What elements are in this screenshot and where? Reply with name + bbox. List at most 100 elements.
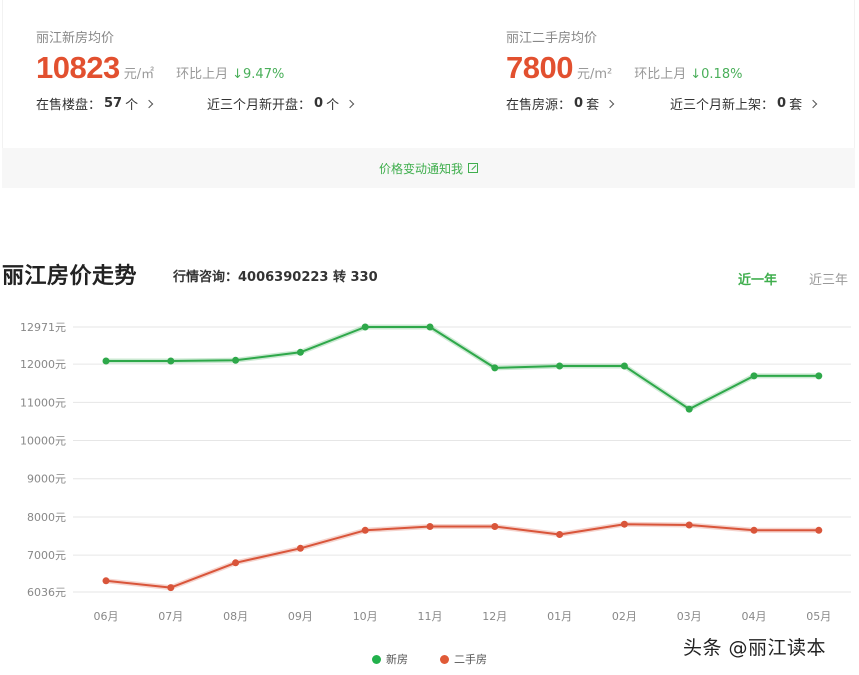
x-tick-label: 10月 — [353, 610, 378, 623]
legend-dot-icon — [440, 654, 449, 664]
data-point[interactable] — [102, 577, 110, 585]
y-tick-label: 8000元 — [27, 511, 66, 524]
link-label: 近三个月新开盘： — [207, 98, 312, 113]
link-suffix: 个 — [125, 98, 139, 113]
data-point[interactable] — [102, 357, 110, 365]
second-hand-unit: 元/m² — [576, 67, 613, 82]
y-tick-label: 6036元 — [27, 586, 66, 599]
link-label: 在售楼盘： — [36, 98, 102, 113]
price-change-notify-button[interactable]: 价格变动通知我 — [2, 148, 855, 188]
data-point[interactable] — [556, 362, 564, 370]
second-hand-title: 丽江二手房均价 — [506, 31, 598, 46]
x-tick-label: 12月 — [482, 610, 507, 623]
line-chart-svg: 12971元 12000元 11000元 10000元 9000元 8000元 7000元 6… — [20, 321, 851, 623]
price-trend-chart: 12971元 12000元 11000元 10000元 9000元 8000元 7000元 6… — [0, 300, 859, 675]
data-point[interactable] — [296, 544, 304, 552]
y-tick-label: 10000元 — [20, 435, 66, 448]
data-point[interactable] — [167, 357, 175, 365]
link-suffix: 个 — [326, 98, 340, 113]
data-point[interactable] — [685, 521, 693, 529]
x-tick-label: 09月 — [288, 610, 313, 623]
data-point[interactable] — [426, 523, 434, 530]
x-tick-label: 07月 — [158, 610, 183, 623]
data-point[interactable] — [296, 348, 304, 356]
x-axis-labels: 06月 07月 08月 09月 10月 11月 12月 01月 02月 03月 04月 05月 — [94, 610, 832, 623]
data-point[interactable] — [750, 526, 758, 534]
new-house-unit: 元/㎡ — [123, 67, 155, 82]
new-house-price: 10823 — [36, 50, 120, 85]
x-tick-label: 04月 — [742, 610, 767, 623]
second-hand-mom-label: 环比上月 — [634, 67, 687, 82]
data-point[interactable] — [361, 323, 369, 331]
tab-last-three-years[interactable]: 近三年 — [809, 273, 849, 288]
data-point[interactable] — [167, 584, 175, 592]
chevron-right-icon — [345, 99, 355, 108]
second-hand-mom-value: ↓0.18% — [690, 67, 743, 82]
new-listings-link[interactable]: 近三个月新上架： 0 套 — [670, 94, 818, 113]
second-hand-price-block: 丽江二手房均价 7800 元/m² 环比上月 ↓0.18% 在售房源： 0 套 … — [506, 30, 818, 113]
x-tick-label: 01月 — [547, 610, 572, 623]
y-tick-label: 12971元 — [20, 321, 66, 334]
x-tick-label: 05月 — [806, 610, 831, 623]
chevron-right-icon — [605, 99, 615, 108]
y-tick-label: 7000元 — [27, 549, 66, 562]
link-value: 0 — [574, 96, 584, 111]
new-house-price-block: 丽江新房均价 10823 元/㎡ 环比上月 ↓9.47% 在售楼盘： 57 个 … — [36, 30, 355, 113]
legend-dot-icon — [372, 654, 381, 664]
trend-header: 丽江房价走势 行情咨询：4006390223 转 330 近一年 近三年 — [0, 258, 859, 292]
link-value: 0 — [314, 96, 324, 111]
link-label: 近三个月新上架： — [670, 98, 775, 113]
data-point[interactable] — [815, 526, 823, 534]
data-point[interactable] — [491, 523, 499, 530]
y-axis-labels: 12971元 12000元 11000元 10000元 9000元 8000元 7000元 6… — [20, 321, 66, 599]
on-sale-listings-link[interactable]: 在售房源： 0 套 — [506, 94, 670, 113]
x-tick-label: 06月 — [94, 610, 119, 623]
market-hotline: 行情咨询：4006390223 转 330 — [173, 270, 378, 285]
data-point[interactable] — [361, 526, 369, 534]
data-point[interactable] — [232, 559, 240, 567]
x-tick-label: 02月 — [612, 610, 637, 623]
series-line — [105, 523, 819, 589]
on-sale-projects-link[interactable]: 在售楼盘： 57 个 — [36, 94, 207, 113]
legend-label: 二手房 — [454, 653, 487, 666]
data-point[interactable] — [620, 362, 628, 370]
data-point[interactable] — [491, 364, 499, 372]
x-tick-label: 11月 — [418, 610, 443, 623]
link-suffix: 套 — [586, 98, 600, 113]
data-point[interactable] — [750, 372, 758, 380]
x-tick-label: 03月 — [677, 610, 702, 623]
y-tick-label: 9000元 — [27, 473, 66, 486]
link-label: 在售房源： — [506, 98, 572, 113]
chart-grid — [73, 326, 851, 593]
link-value: 0 — [777, 96, 787, 111]
series-new-house — [102, 323, 823, 413]
y-tick-label: 12000元 — [20, 358, 66, 371]
second-hand-price: 7800 — [506, 50, 573, 85]
series-line — [106, 326, 819, 411]
data-point[interactable] — [232, 356, 240, 364]
chevron-right-icon — [144, 99, 154, 108]
trend-title: 丽江房价走势 — [2, 264, 138, 289]
notify-label: 价格变动通知我 — [378, 161, 463, 176]
x-tick-label: 08月 — [223, 610, 248, 623]
external-link-icon — [468, 163, 478, 173]
chart-legend: 新房 二手房 — [0, 651, 859, 667]
legend-label: 新房 — [386, 653, 408, 666]
data-point[interactable] — [556, 531, 564, 538]
data-point[interactable] — [426, 323, 434, 331]
tab-last-year[interactable]: 近一年 — [738, 273, 778, 288]
legend-item-new-house[interactable]: 新房 — [372, 651, 408, 667]
link-value: 57 — [104, 96, 123, 111]
new-house-mom-value: ↓9.47% — [232, 67, 285, 82]
data-point[interactable] — [815, 372, 823, 380]
new-openings-link[interactable]: 近三个月新开盘： 0 个 — [207, 94, 355, 113]
legend-item-second-hand[interactable]: 二手房 — [440, 651, 487, 667]
chevron-right-icon — [808, 99, 818, 108]
watermark: 头条 @丽江读本 — [683, 637, 827, 659]
data-point[interactable] — [685, 405, 693, 413]
new-house-title: 丽江新房均价 — [36, 31, 115, 46]
y-tick-label: 11000元 — [20, 396, 66, 409]
series-second-hand — [102, 520, 823, 592]
new-house-mom-label: 环比上月 — [176, 67, 229, 82]
data-point[interactable] — [620, 520, 628, 528]
